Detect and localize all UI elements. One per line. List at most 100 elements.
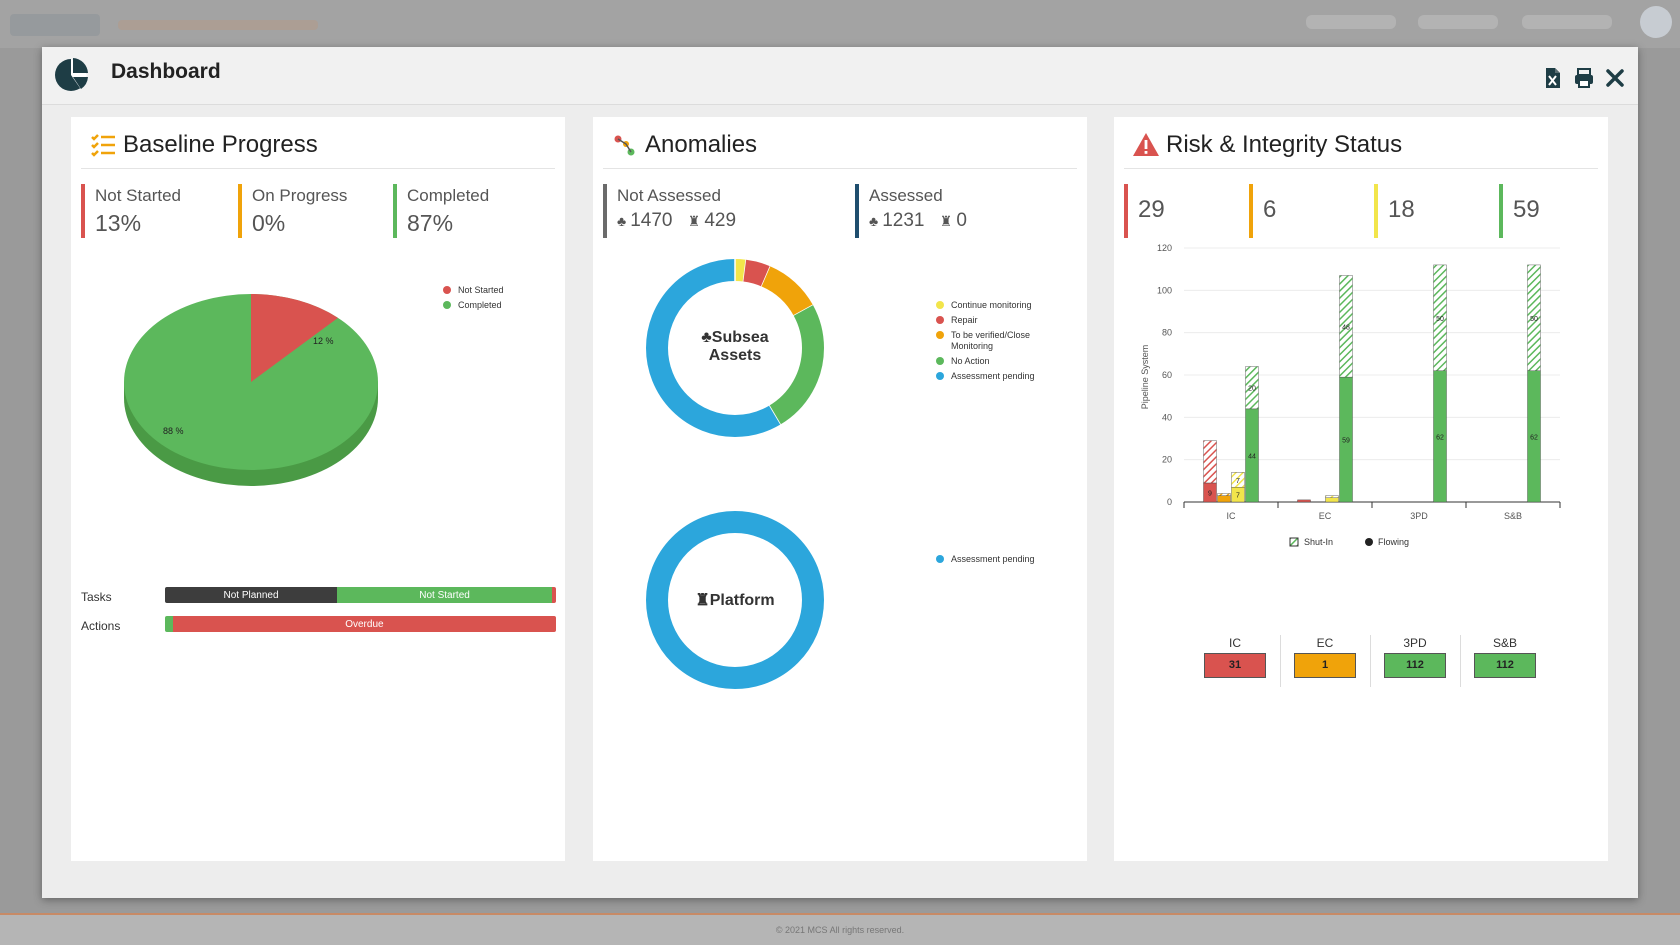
y-tick-label: 120 — [1157, 243, 1172, 253]
background-breadcrumb — [118, 20, 318, 30]
background-menu-item — [1522, 15, 1612, 29]
anomalies-icon — [614, 135, 635, 156]
anomalies-title: Anomalies — [645, 131, 758, 158]
legend-dot — [936, 316, 944, 324]
donut-segment[interactable] — [646, 259, 824, 437]
risk-stat: 18 — [1374, 184, 1415, 238]
modal-header: Dashboard — [42, 47, 1638, 105]
x-tick-label: IC — [1227, 511, 1237, 521]
chip-value: 112 — [1384, 653, 1446, 678]
footer-copyright: © 2021 MCS All rights reserved. — [775, 925, 905, 935]
pie-label-completed: 88 % — [163, 426, 184, 436]
bar-label: 44 — [1248, 453, 1256, 460]
risk-stat-value: 6 — [1263, 196, 1277, 223]
legend-dot — [936, 555, 944, 563]
bar-shut-in[interactable] — [1203, 440, 1217, 484]
bar-segment[interactable]: Overdue — [172, 616, 556, 632]
bar-flowing[interactable] — [1297, 499, 1311, 503]
legend-item[interactable]: No Action — [936, 356, 1056, 367]
not-assessed-platform-count: 429 — [704, 210, 737, 231]
pie-chart-icon — [55, 58, 88, 91]
donut-separator — [768, 405, 781, 425]
risk-stat-value: 29 — [1138, 196, 1165, 223]
subsea-donut-chart — [646, 259, 824, 437]
legend-dot — [936, 357, 944, 365]
stat-value: 13% — [95, 210, 142, 236]
legend-item[interactable]: Continue monitoring — [936, 300, 1056, 311]
risk-summary-chip[interactable]: 3PD 112 — [1384, 636, 1446, 678]
legend-label: Repair — [951, 315, 978, 325]
legend-label: Assessment pending — [951, 554, 1035, 564]
bar-shut-in[interactable] — [1527, 264, 1541, 371]
checklist-icon — [91, 134, 115, 157]
stat-value: 0% — [252, 210, 286, 236]
bar-segment[interactable] — [165, 616, 173, 632]
bar-shut-in[interactable] — [1217, 493, 1231, 496]
platform-icon: ♜ — [939, 213, 953, 229]
risk-summary-chip[interactable]: EC 1 — [1294, 636, 1356, 678]
stat-label: On Progress — [252, 186, 348, 205]
bar-shut-in[interactable] — [1433, 264, 1447, 371]
bar-shut-in[interactable] — [1339, 275, 1353, 378]
legend-item[interactable]: Repair — [936, 315, 1056, 326]
bar-label: 20 — [1248, 386, 1256, 393]
close-icon[interactable] — [1603, 66, 1627, 90]
y-tick-label: 80 — [1162, 328, 1172, 338]
donut-segment[interactable] — [646, 511, 824, 689]
tasks-progress-bar[interactable]: Not Planned Not Started — [165, 587, 556, 603]
subsea-icon: ♣ — [617, 213, 627, 229]
legend-dot — [936, 372, 944, 380]
not-assessed-label: Not Assessed — [617, 186, 721, 205]
divider — [1124, 168, 1598, 169]
bar-segment[interactable]: Not Started — [337, 587, 553, 603]
bar-segment[interactable] — [552, 587, 556, 603]
legend-shut-in-swatch — [1289, 537, 1299, 547]
actions-progress-bar[interactable]: Overdue — [165, 616, 556, 632]
y-tick-label: 100 — [1157, 285, 1172, 295]
bar-label: 50 — [1436, 316, 1444, 323]
y-tick-label: 0 — [1167, 497, 1172, 507]
y-axis-label: Pipeline System — [1140, 345, 1150, 410]
risk-title: Risk & Integrity Status — [1166, 131, 1403, 158]
baseline-title: Baseline Progress — [123, 131, 318, 158]
legend-item[interactable]: Assessment pending — [936, 371, 1056, 382]
bar-segment[interactable]: Not Planned — [165, 587, 338, 603]
platform-donut-chart — [646, 511, 824, 689]
bar-shut-in[interactable] — [1245, 366, 1259, 410]
legend-item[interactable]: Completed — [443, 300, 504, 311]
bar-flowing[interactable] — [1325, 497, 1339, 503]
divider — [603, 168, 1077, 169]
baseline-legend: Not Started Completed — [443, 285, 504, 315]
chip-label: IC — [1229, 636, 1241, 650]
risk-summary-chip[interactable]: S&B 112 — [1474, 636, 1536, 678]
bar-flowing[interactable] — [1217, 495, 1231, 503]
legend-item[interactable]: To be verified/Close Monitoring — [936, 330, 1056, 352]
anomalies-panel: Anomalies Not Assessed ♣ 1470 ♜ 429 Assess… — [593, 117, 1087, 861]
background-menu-item — [1418, 15, 1498, 29]
bar-shut-in[interactable] — [1231, 472, 1245, 488]
donut-separator — [760, 266, 772, 287]
risk-stat-value: 18 — [1388, 196, 1415, 223]
chip-separator — [1460, 635, 1461, 687]
legend-label: No Action — [951, 356, 990, 366]
legend-shut-in-label[interactable]: Shut-In — [1304, 537, 1333, 547]
legend-dot — [936, 301, 944, 309]
assessed-stat: Assessed ♣ 1231 ♜ 0 — [855, 184, 967, 238]
x-tick-label: S&B — [1504, 511, 1522, 521]
legend-item[interactable]: Not Started — [443, 285, 504, 296]
baseline-stat: On Progress 0% — [238, 184, 347, 238]
legend-item[interactable]: Assessment pending — [936, 554, 1056, 565]
bar-label: 62 — [1436, 434, 1444, 441]
excel-export-icon[interactable] — [1540, 66, 1564, 90]
print-icon[interactable] — [1572, 66, 1596, 90]
chip-label: S&B — [1492, 636, 1517, 650]
risk-summary-chip[interactable]: IC 31 — [1204, 636, 1266, 678]
tasks-label: Tasks — [81, 590, 112, 604]
legend-label: Completed — [458, 300, 502, 310]
bar-shut-in[interactable] — [1325, 495, 1339, 498]
legend-flowing-label[interactable]: Flowing — [1378, 537, 1409, 547]
not-assessed-stat: Not Assessed ♣ 1470 ♜ 429 — [603, 184, 736, 238]
y-tick-label: 40 — [1162, 412, 1172, 422]
legend-label: Not Started — [458, 285, 504, 295]
bar-label: 7 — [1236, 478, 1240, 485]
